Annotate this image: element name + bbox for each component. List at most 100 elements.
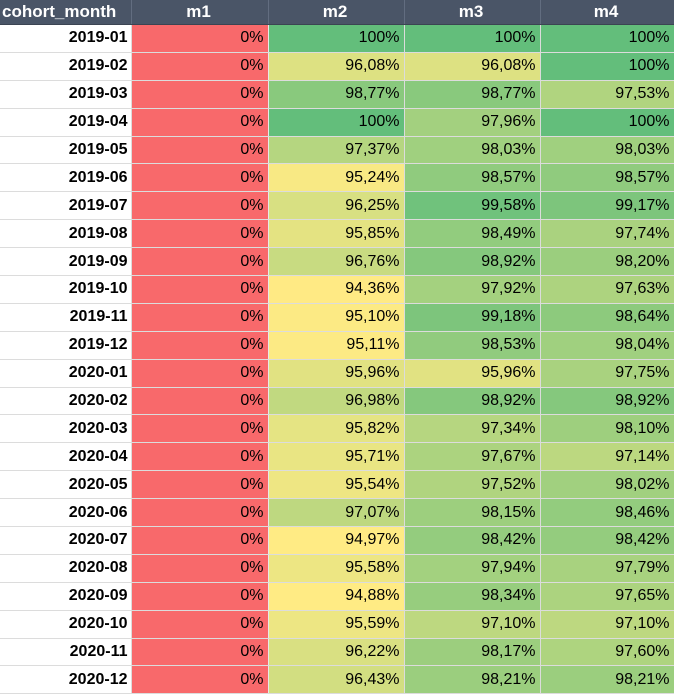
retention-cell-m4[interactable]: 98,64% (540, 303, 674, 332)
retention-cell-m3[interactable]: 97,10% (404, 610, 541, 639)
retention-cell-m2[interactable]: 95,71% (268, 442, 405, 472)
retention-cell-m1[interactable]: 0% (131, 108, 269, 137)
retention-cell-m2[interactable]: 97,07% (268, 498, 405, 528)
retention-cell-m4[interactable]: 97,75% (540, 359, 674, 388)
retention-cell-m3[interactable]: 95,96% (404, 359, 541, 388)
retention-cell-m1[interactable]: 0% (131, 414, 269, 444)
retention-cell-m3[interactable]: 97,94% (404, 554, 541, 583)
retention-cell-m3[interactable]: 99,58% (404, 191, 541, 221)
retention-cell-m2[interactable]: 96,08% (268, 52, 405, 81)
cohort-month-cell[interactable]: 2019-07 (0, 191, 132, 221)
retention-cell-m3[interactable]: 98,53% (404, 331, 541, 360)
retention-cell-m2[interactable]: 94,88% (268, 582, 405, 611)
cohort-month-cell[interactable]: 2020-11 (0, 638, 132, 667)
retention-cell-m1[interactable]: 0% (131, 24, 269, 53)
retention-cell-m4[interactable]: 100% (540, 52, 674, 81)
retention-cell-m4[interactable]: 98,92% (540, 387, 674, 416)
retention-cell-m1[interactable]: 0% (131, 303, 269, 332)
retention-cell-m4[interactable]: 97,79% (540, 554, 674, 583)
cohort-month-cell[interactable]: 2020-01 (0, 359, 132, 388)
column-header-m2[interactable]: m2 (268, 0, 405, 25)
cohort-month-cell[interactable]: 2020-04 (0, 442, 132, 472)
cohort-month-cell[interactable]: 2019-04 (0, 108, 132, 137)
retention-cell-m4[interactable]: 99,17% (540, 191, 674, 221)
column-header-m4[interactable]: m4 (540, 0, 674, 25)
retention-cell-m4[interactable]: 100% (540, 24, 674, 53)
retention-cell-m4[interactable]: 97,60% (540, 638, 674, 667)
retention-cell-m1[interactable]: 0% (131, 387, 269, 416)
retention-cell-m4[interactable]: 97,53% (540, 80, 674, 109)
retention-cell-m4[interactable]: 97,65% (540, 582, 674, 611)
cohort-month-cell[interactable]: 2019-10 (0, 275, 132, 304)
cohort-month-cell[interactable]: 2020-05 (0, 470, 132, 500)
retention-cell-m4[interactable]: 98,21% (540, 665, 674, 694)
cohort-month-cell[interactable]: 2020-12 (0, 665, 132, 694)
retention-cell-m1[interactable]: 0% (131, 163, 269, 193)
retention-cell-m1[interactable]: 0% (131, 470, 269, 500)
cohort-month-cell[interactable]: 2019-01 (0, 24, 132, 53)
retention-cell-m1[interactable]: 0% (131, 526, 269, 555)
cohort-month-cell[interactable]: 2019-05 (0, 136, 132, 165)
retention-cell-m4[interactable]: 98,03% (540, 136, 674, 165)
cohort-month-cell[interactable]: 2019-02 (0, 52, 132, 81)
cohort-month-cell[interactable]: 2020-06 (0, 498, 132, 528)
retention-cell-m3[interactable]: 98,49% (404, 219, 541, 249)
retention-cell-m4[interactable]: 98,10% (540, 414, 674, 444)
retention-cell-m4[interactable]: 98,42% (540, 526, 674, 555)
retention-cell-m1[interactable]: 0% (131, 359, 269, 388)
retention-cell-m4[interactable]: 98,02% (540, 470, 674, 500)
retention-cell-m1[interactable]: 0% (131, 80, 269, 109)
cohort-month-cell[interactable]: 2020-09 (0, 582, 132, 611)
retention-cell-m4[interactable]: 97,74% (540, 219, 674, 249)
retention-cell-m2[interactable]: 95,58% (268, 554, 405, 583)
retention-cell-m3[interactable]: 97,67% (404, 442, 541, 472)
retention-cell-m1[interactable]: 0% (131, 52, 269, 81)
retention-cell-m1[interactable]: 0% (131, 136, 269, 165)
cohort-month-cell[interactable]: 2020-07 (0, 526, 132, 555)
retention-cell-m1[interactable]: 0% (131, 665, 269, 694)
retention-cell-m2[interactable]: 95,59% (268, 610, 405, 639)
retention-cell-m4[interactable]: 97,14% (540, 442, 674, 472)
cohort-month-cell[interactable]: 2020-02 (0, 387, 132, 416)
retention-cell-m1[interactable]: 0% (131, 219, 269, 249)
retention-cell-m2[interactable]: 95,82% (268, 414, 405, 444)
retention-cell-m2[interactable]: 95,85% (268, 219, 405, 249)
retention-cell-m3[interactable]: 97,92% (404, 275, 541, 304)
retention-cell-m1[interactable]: 0% (131, 331, 269, 360)
retention-cell-m3[interactable]: 98,77% (404, 80, 541, 109)
retention-cell-m2[interactable]: 95,96% (268, 359, 405, 388)
column-header-m1[interactable]: m1 (131, 0, 269, 25)
column-header-m3[interactable]: m3 (404, 0, 541, 25)
retention-cell-m3[interactable]: 98,03% (404, 136, 541, 165)
retention-cell-m1[interactable]: 0% (131, 638, 269, 667)
retention-cell-m3[interactable]: 98,92% (404, 247, 541, 277)
retention-cell-m2[interactable]: 96,22% (268, 638, 405, 667)
retention-cell-m3[interactable]: 97,52% (404, 470, 541, 500)
retention-cell-m2[interactable]: 97,37% (268, 136, 405, 165)
retention-cell-m3[interactable]: 99,18% (404, 303, 541, 332)
retention-cell-m4[interactable]: 98,04% (540, 331, 674, 360)
retention-cell-m3[interactable]: 98,57% (404, 163, 541, 193)
retention-cell-m2[interactable]: 95,54% (268, 470, 405, 500)
retention-cell-m1[interactable]: 0% (131, 582, 269, 611)
retention-cell-m2[interactable]: 94,97% (268, 526, 405, 555)
retention-cell-m3[interactable]: 98,42% (404, 526, 541, 555)
retention-cell-m1[interactable]: 0% (131, 610, 269, 639)
retention-cell-m2[interactable]: 98,77% (268, 80, 405, 109)
cohort-month-cell[interactable]: 2019-09 (0, 247, 132, 277)
retention-cell-m1[interactable]: 0% (131, 442, 269, 472)
retention-cell-m2[interactable]: 96,76% (268, 247, 405, 277)
cohort-month-cell[interactable]: 2019-03 (0, 80, 132, 109)
retention-cell-m2[interactable]: 95,11% (268, 331, 405, 360)
retention-cell-m3[interactable]: 97,96% (404, 108, 541, 137)
retention-cell-m4[interactable]: 97,63% (540, 275, 674, 304)
retention-cell-m3[interactable]: 98,21% (404, 665, 541, 694)
cohort-month-cell[interactable]: 2019-12 (0, 331, 132, 360)
cohort-month-cell[interactable]: 2019-08 (0, 219, 132, 249)
cohort-month-cell[interactable]: 2020-03 (0, 414, 132, 444)
retention-cell-m4[interactable]: 98,20% (540, 247, 674, 277)
retention-cell-m3[interactable]: 98,17% (404, 638, 541, 667)
retention-cell-m3[interactable]: 97,34% (404, 414, 541, 444)
retention-cell-m1[interactable]: 0% (131, 275, 269, 304)
retention-cell-m2[interactable]: 96,43% (268, 665, 405, 694)
